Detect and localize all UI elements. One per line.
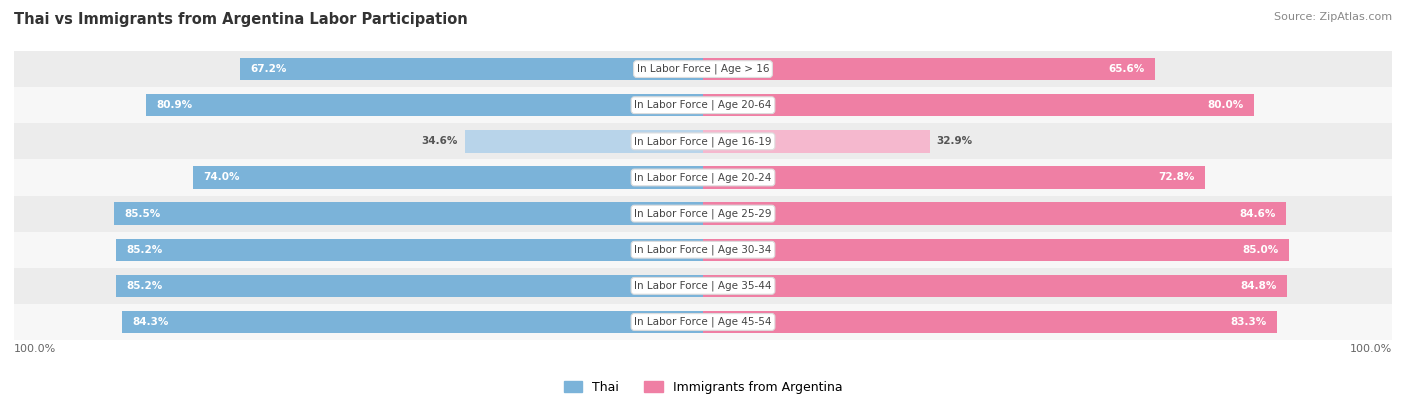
Bar xyxy=(14,160,1392,196)
Text: 83.3%: 83.3% xyxy=(1230,317,1267,327)
Text: 85.5%: 85.5% xyxy=(124,209,160,218)
Bar xyxy=(146,94,703,117)
Bar xyxy=(14,231,1392,268)
Text: 80.0%: 80.0% xyxy=(1208,100,1244,110)
Text: 80.9%: 80.9% xyxy=(156,100,193,110)
Bar xyxy=(703,311,1277,333)
Text: 32.9%: 32.9% xyxy=(936,136,973,146)
Text: In Labor Force | Age 25-29: In Labor Force | Age 25-29 xyxy=(634,208,772,219)
Bar xyxy=(464,130,703,152)
Bar xyxy=(703,94,1254,117)
Text: 85.0%: 85.0% xyxy=(1241,245,1278,255)
Text: 65.6%: 65.6% xyxy=(1108,64,1144,74)
Text: 34.6%: 34.6% xyxy=(422,136,458,146)
Text: 67.2%: 67.2% xyxy=(250,64,287,74)
Text: In Labor Force | Age 30-34: In Labor Force | Age 30-34 xyxy=(634,245,772,255)
Text: In Labor Force | Age 45-54: In Labor Force | Age 45-54 xyxy=(634,317,772,327)
Text: In Labor Force | Age 35-44: In Labor Force | Age 35-44 xyxy=(634,280,772,291)
Text: 85.2%: 85.2% xyxy=(127,245,163,255)
Text: 100.0%: 100.0% xyxy=(1350,344,1392,354)
Legend: Thai, Immigrants from Argentina: Thai, Immigrants from Argentina xyxy=(564,381,842,394)
Bar xyxy=(14,87,1392,123)
Text: In Labor Force | Age > 16: In Labor Force | Age > 16 xyxy=(637,64,769,74)
Bar xyxy=(193,166,703,189)
Text: 74.0%: 74.0% xyxy=(204,173,240,182)
Bar xyxy=(114,202,703,225)
Bar xyxy=(703,202,1286,225)
Text: 84.8%: 84.8% xyxy=(1240,281,1277,291)
Bar xyxy=(14,304,1392,340)
Text: 85.2%: 85.2% xyxy=(127,281,163,291)
Bar xyxy=(122,311,703,333)
Bar xyxy=(703,275,1288,297)
Text: In Labor Force | Age 20-24: In Labor Force | Age 20-24 xyxy=(634,172,772,183)
Text: In Labor Force | Age 16-19: In Labor Force | Age 16-19 xyxy=(634,136,772,147)
Bar xyxy=(117,239,703,261)
Text: In Labor Force | Age 20-64: In Labor Force | Age 20-64 xyxy=(634,100,772,111)
Text: 84.3%: 84.3% xyxy=(132,317,169,327)
Bar xyxy=(240,58,703,80)
Bar xyxy=(703,239,1289,261)
Text: 100.0%: 100.0% xyxy=(14,344,56,354)
Bar xyxy=(703,58,1154,80)
Bar xyxy=(14,268,1392,304)
Text: Thai vs Immigrants from Argentina Labor Participation: Thai vs Immigrants from Argentina Labor … xyxy=(14,12,468,27)
Bar xyxy=(117,275,703,297)
Bar xyxy=(14,51,1392,87)
Bar xyxy=(14,123,1392,160)
Text: Source: ZipAtlas.com: Source: ZipAtlas.com xyxy=(1274,12,1392,22)
Bar xyxy=(14,196,1392,231)
Text: 72.8%: 72.8% xyxy=(1157,173,1194,182)
Bar xyxy=(703,130,929,152)
Text: 84.6%: 84.6% xyxy=(1239,209,1275,218)
Bar xyxy=(703,166,1205,189)
